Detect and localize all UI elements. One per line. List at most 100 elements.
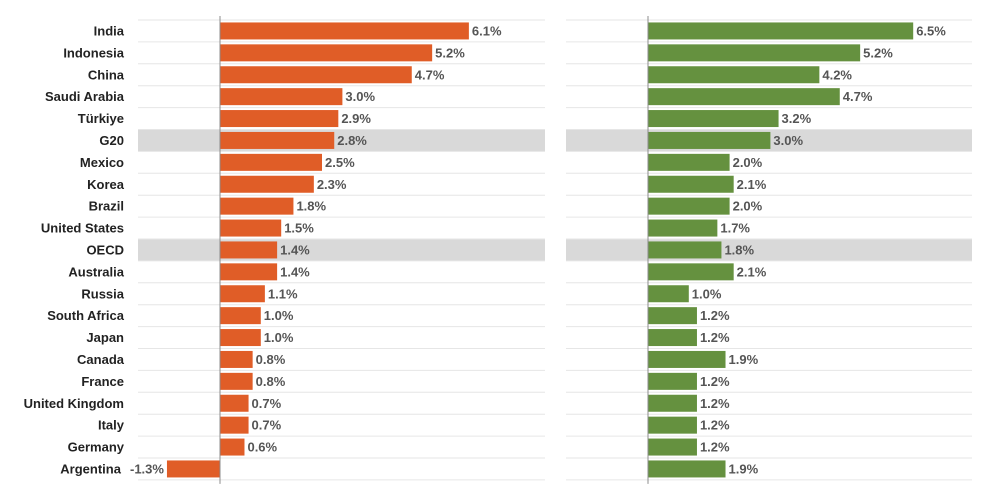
value-label: 1.5% [284,221,314,236]
value-label: 1.2% [700,396,730,411]
value-label: 2.8% [337,133,367,148]
category-label: Indonesia [63,45,124,60]
bar-mexico [648,153,730,171]
category-label: Japan [86,330,124,345]
bar-france [220,372,253,390]
bar-oecd [648,241,722,259]
bar-united-states [648,219,718,237]
value-label: 0.7% [252,418,282,433]
highlight-band [138,239,545,261]
bar-france [648,372,697,390]
bar-australia [648,263,734,281]
bar-brazil [648,197,730,215]
category-label: China [88,67,125,82]
category-label: Mexico [80,155,124,170]
value-label: 6.5% [916,23,946,38]
category-label: Korea [87,177,125,192]
bar-korea [220,175,314,193]
value-label: 4.2% [822,67,852,82]
bar-g20 [220,131,335,149]
bar-t-rkiye [220,110,339,128]
category-label: India [94,23,125,38]
bar-australia [220,263,278,281]
bar-russia [220,285,265,303]
bar-united-kingdom [648,394,697,412]
value-label: 5.2% [435,45,465,60]
category-label: OECD [86,242,124,257]
value-label: 1.8% [296,199,326,214]
bar-italy [220,416,249,434]
right-bar-chart: 6.5% 5.2% 4.2% 4.7% 3.2% 3.0% 2.0% 2.1% 2.0% 1.7%… [566,16,972,484]
value-label: 3.2% [782,111,812,126]
bar-south-africa [220,307,261,325]
value-label: 1.2% [700,330,730,345]
bar-japan [648,329,697,347]
value-label: 1.4% [280,242,310,257]
value-label: 1.0% [264,330,294,345]
bar-argentina [648,460,726,478]
bar-saudi-arabia [648,88,840,106]
value-label: 2.1% [737,264,767,279]
value-label: 1.2% [700,440,730,455]
bar-g20 [648,131,771,149]
category-label: Türkiye [78,111,124,126]
bar-saudi-arabia [220,88,343,106]
bar-china [220,66,412,84]
bar-indonesia [648,44,861,62]
value-label: 0.8% [256,374,286,389]
value-label: 1.0% [264,308,294,323]
category-label: South Africa [47,308,125,323]
bar-russia [648,285,689,303]
category-label: Saudi Arabia [45,89,125,104]
value-label: -1.3% [130,461,164,476]
value-label: 1.1% [268,286,298,301]
category-label: Brazil [89,199,124,214]
highlight-band [566,239,972,261]
value-label: 2.0% [733,199,763,214]
category-label: United States [41,221,124,236]
value-label: 3.0% [345,89,375,104]
category-label: Russia [81,286,124,301]
bar-korea [648,175,734,193]
bar-japan [220,329,261,347]
bar-mexico [220,153,322,171]
bar-united-states [220,219,282,237]
bar-oecd [220,241,278,259]
value-label: 5.2% [863,45,893,60]
value-label: 1.0% [692,286,722,301]
value-label: 1.2% [700,308,730,323]
category-label: United Kingdom [24,396,124,411]
left-bar-chart: 6.1% India 5.2% Indonesia 4.7% China 3.0% Saudi… [24,16,545,484]
value-label: 1.9% [729,352,759,367]
category-label: Australia [68,264,124,279]
value-label: 2.5% [325,155,355,170]
bar-brazil [220,197,294,215]
value-label: 1.7% [720,221,750,236]
value-label: 6.1% [472,23,502,38]
value-label: 4.7% [843,89,873,104]
value-label: 0.7% [252,396,282,411]
category-label: Italy [98,418,125,433]
value-label: 1.4% [280,264,310,279]
value-label: 2.1% [737,177,767,192]
bar-canada [220,350,253,368]
category-label: Germany [68,440,125,455]
value-label: 3.0% [773,133,803,148]
value-label: 1.2% [700,418,730,433]
bar-india [648,22,914,40]
value-label: 2.0% [733,155,763,170]
category-label: Canada [77,352,125,367]
category-label: Argentina [60,461,121,476]
category-label: France [81,374,124,389]
bar-canada [648,350,726,368]
value-label: 1.2% [700,374,730,389]
value-label: 1.9% [729,461,759,476]
bar-indonesia [220,44,433,62]
value-label: 0.6% [247,440,277,455]
bar-germany [220,438,245,456]
bar-germany [648,438,697,456]
value-label: 2.3% [317,177,347,192]
value-label: 1.8% [724,242,754,257]
bar-united-kingdom [220,394,249,412]
